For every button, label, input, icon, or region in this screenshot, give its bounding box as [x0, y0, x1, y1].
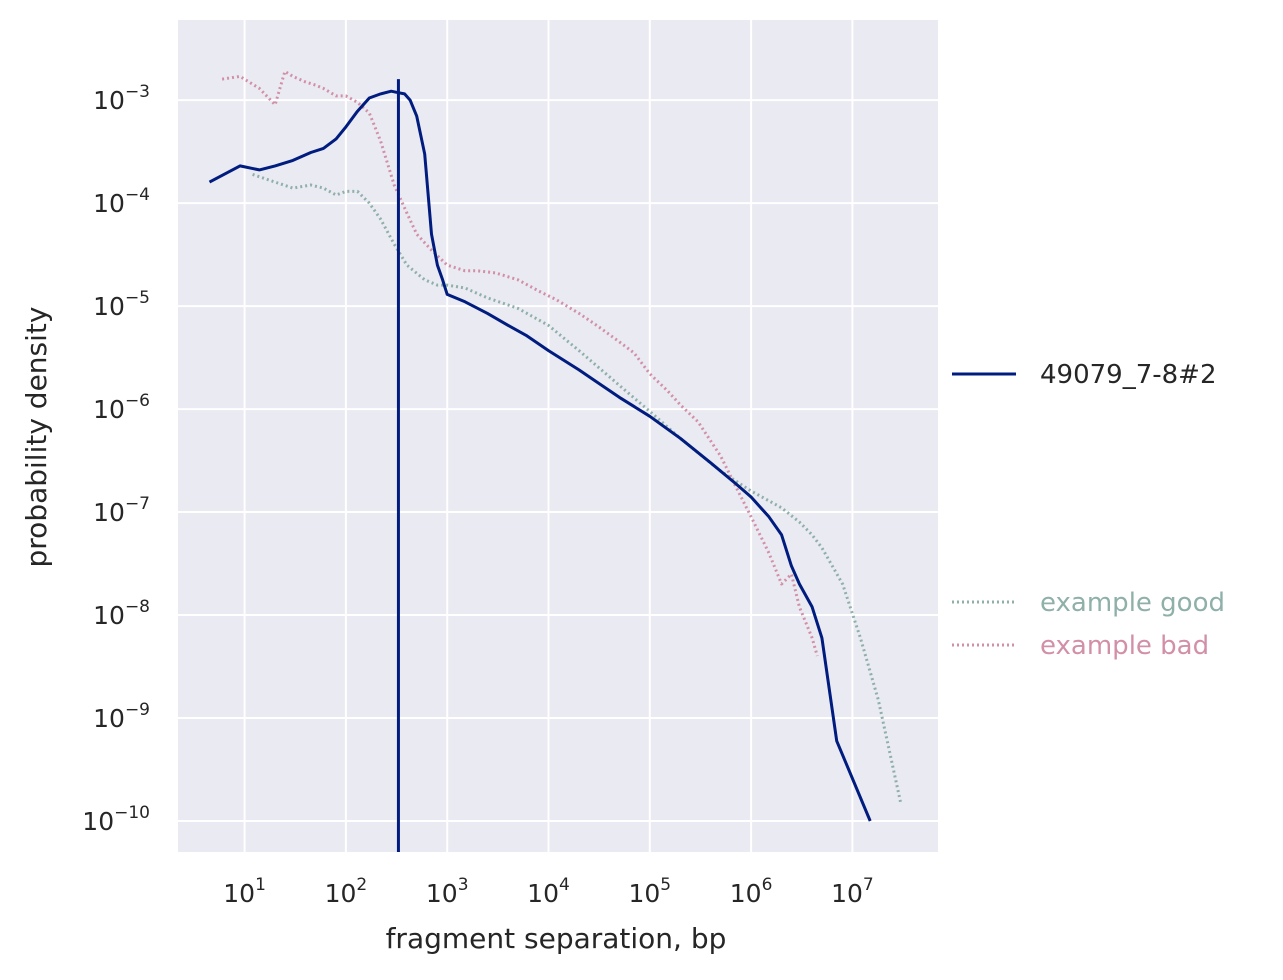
- y-tick-label: 10−9: [93, 700, 150, 733]
- y-axis-title: probability density: [20, 307, 53, 568]
- series-line-2: [221, 69, 819, 657]
- x-tick-label: 107: [831, 875, 874, 908]
- series-line-0: [208, 89, 872, 822]
- grid: [178, 20, 938, 852]
- y-tick-label: 10−10: [82, 803, 150, 836]
- x-axis-title: fragment separation, bp: [386, 922, 727, 955]
- x-tick-label: 104: [527, 875, 570, 908]
- series-line-1: [252, 172, 903, 804]
- legend-label-2: example bad: [1040, 631, 1209, 661]
- legend-label-0: 49079_7-8#2: [1040, 360, 1217, 390]
- x-tick-label: 103: [426, 875, 469, 908]
- x-tick-label: 106: [730, 875, 773, 908]
- plot-background: [178, 20, 938, 852]
- y-tick-label: 10−8: [93, 597, 150, 630]
- legend-label-1: example good: [1040, 588, 1225, 618]
- y-tick-label: 10−4: [93, 185, 150, 218]
- y-tick-label: 10−6: [93, 391, 150, 424]
- x-tick-label: 105: [628, 875, 671, 908]
- y-tick-label: 10−5: [93, 288, 150, 321]
- x-tick-label: 102: [325, 875, 368, 908]
- y-tick-label: 10−3: [93, 82, 150, 115]
- series-lines: [208, 69, 903, 852]
- x-tick-labels: 101 102 103 104 105 106 107: [223, 875, 873, 908]
- x-tick-label: 101: [223, 875, 266, 908]
- y-tick-labels: 10−3 10−4 10−5 10−6 10−7 10−8 10−9 10−10: [82, 82, 150, 836]
- y-tick-label: 10−7: [93, 494, 150, 527]
